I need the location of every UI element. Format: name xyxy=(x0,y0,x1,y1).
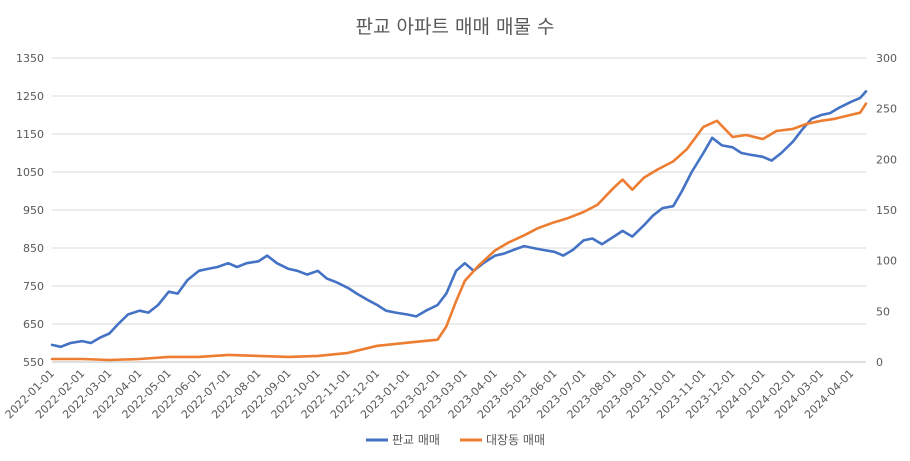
series-line-2 xyxy=(50,102,868,362)
series-line-1 xyxy=(50,90,868,349)
y-right-tick-label: 50 xyxy=(876,305,890,318)
y-left-tick-label: 1350 xyxy=(16,52,44,65)
y-right-tick-label: 100 xyxy=(876,255,897,268)
legend-label: 판교 매매 xyxy=(392,433,440,447)
series-lines xyxy=(50,90,868,362)
y-left-tick-label: 1050 xyxy=(16,166,44,179)
y-right-tick-label: 0 xyxy=(876,356,883,369)
y-right-tick-label: 250 xyxy=(876,103,897,116)
y-left-tick-label: 550 xyxy=(23,356,44,369)
y-right-tick-label: 200 xyxy=(876,153,897,166)
y-left-tick-label: 950 xyxy=(23,204,44,217)
y-left-tick-label: 750 xyxy=(23,280,44,293)
legend-label: 대장동 매매 xyxy=(486,433,545,447)
gridlines xyxy=(52,57,866,325)
chart-title: 판교 아파트 매매 매물 수 xyxy=(356,16,555,38)
y-left-tick-label: 650 xyxy=(23,318,44,331)
right-axis-ticks: 0 50 100 150 200 250 300 xyxy=(876,52,897,369)
legend: 판교 매매 대장동 매매 xyxy=(366,433,545,447)
y-left-tick-label: 1150 xyxy=(16,128,44,141)
y-left-tick-label: 1250 xyxy=(16,90,44,103)
y-right-tick-label: 150 xyxy=(876,204,897,217)
y-left-tick-label: 850 xyxy=(23,242,44,255)
x-axis-ticks: 2022-01-012022-02-012022-03-012022-04-01… xyxy=(3,367,857,421)
y-right-tick-label: 300 xyxy=(876,52,897,65)
left-axis-ticks: 550 650 750 850 950 1050 1150 1250 1350 xyxy=(16,52,44,369)
